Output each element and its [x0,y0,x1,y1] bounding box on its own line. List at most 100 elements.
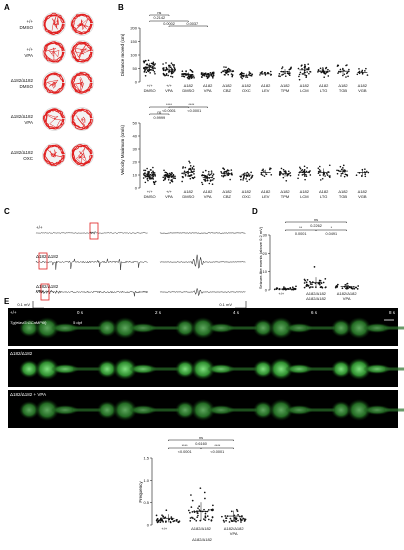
data-point [279,174,281,176]
data-point [306,167,308,169]
data-point [279,75,281,78]
data-point [290,67,292,70]
y-tick-label: 0 [135,186,138,191]
data-point [243,72,245,75]
data-point [342,74,344,77]
data-point [275,288,278,290]
data-point [190,169,192,171]
spinal-cord [73,326,101,330]
data-point [220,170,222,173]
data-point [281,66,284,68]
data-point [211,516,214,519]
data-point [285,179,288,182]
brain-hindbrain [285,323,314,333]
swim-track-path [70,71,93,94]
p-value-label: <0.0001 [178,450,192,454]
brain-midbrain [113,358,138,380]
brain-midbrain [35,399,60,421]
data-point [242,177,245,180]
data-point [223,171,225,173]
data-point [348,70,350,73]
ephys-trace-long [35,289,148,297]
data-point [144,181,147,184]
data-point [204,72,207,75]
data-point [167,178,170,181]
data-point [197,514,199,517]
data-point [170,62,173,64]
swim-track-path [75,146,88,164]
data-point [142,67,145,69]
data-point [246,175,249,177]
data-point [151,177,154,179]
data-point [170,516,173,518]
data-point [162,176,165,179]
data-point [161,514,163,517]
data-point [168,518,171,521]
spinal-cord [73,408,101,412]
brain-hindbrain [363,405,392,415]
data-point [145,175,148,178]
data-point [165,62,167,64]
group-label-treatment: TGB [339,88,348,93]
data-point [201,76,203,78]
data-point [155,514,158,517]
significance-bracket [168,25,208,27]
data-point [143,71,146,73]
data-point [212,173,215,176]
brain-forebrain [175,401,196,419]
p-value-label: ** [299,226,302,230]
data-point [322,67,324,69]
data-point [230,519,233,522]
significance-bracket [149,113,170,115]
data-point [181,175,184,178]
data-point [307,67,310,69]
data-point [169,64,171,67]
data-point [320,71,323,74]
panel-letter-d: D [252,207,258,216]
data-point [299,71,302,74]
data-point [319,179,322,181]
panel-a-track-grid: +/+DMSO+/+VPAΔ182/Δ182DMSOΔ182/Δ182VPAΔ1… [11,12,94,167]
data-point [301,73,304,75]
panel-c-genotype-label: Δ182/Δ182 [36,284,59,289]
data-point [223,66,225,68]
imaging-row-label: +/+ [10,310,17,315]
data-point [192,177,195,180]
data-point [251,174,254,177]
data-point [220,71,223,74]
data-point [188,174,191,177]
panel-b-dotplots: Distance moved (cm) Velocity Maximum (cm… [120,11,370,199]
data-point [173,66,175,68]
data-point [237,513,239,516]
data-point [233,519,236,522]
data-point [153,71,156,73]
data-point [304,67,307,69]
data-point [307,285,310,287]
data-point [317,170,320,173]
data-point [242,517,245,520]
p-value-label: 0.2142 [154,16,166,20]
data-point [310,286,312,288]
data-point [210,170,213,172]
spinal-cord [385,367,404,371]
data-point [204,178,207,180]
data-point [306,71,308,73]
data-point [171,76,174,78]
data-point [154,175,157,177]
spinal-cord [229,326,257,330]
brain-midbrain [347,317,372,339]
data-point [230,510,233,513]
data-point [346,72,348,75]
spinal-cord [229,408,257,412]
data-point [169,182,171,184]
y-tick-label: 10 [263,269,268,274]
brain-forebrain [175,360,196,378]
data-point [364,168,366,170]
brain-midbrain [347,399,372,421]
brain-midbrain [269,399,294,421]
data-point [203,178,205,181]
data-point [302,170,305,173]
data-point [226,173,229,176]
data-point [143,60,146,63]
data-point [165,74,168,76]
